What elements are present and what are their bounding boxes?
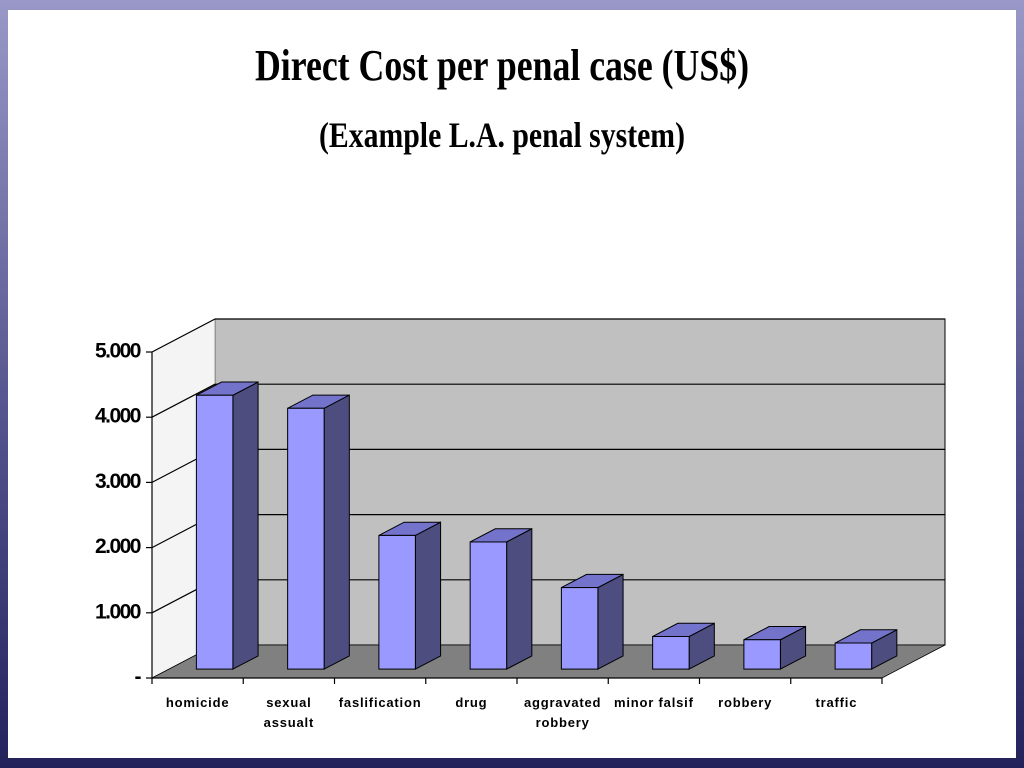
- floor: [151, 644, 946, 679]
- bar-side: [232, 381, 259, 670]
- y-tick-label: -: [135, 666, 142, 689]
- x-tick-label: sexual assualt: [263, 695, 315, 730]
- grid-line: [151, 383, 216, 418]
- bar-side: [506, 527, 533, 670]
- grid-line: [151, 318, 216, 353]
- x-tick-label: homicide: [165, 695, 230, 710]
- x-tick-label: drug: [455, 695, 488, 710]
- bar: [652, 635, 690, 670]
- bar: [195, 394, 234, 670]
- y-tick-label: 3.000: [95, 470, 141, 493]
- y-tick-label: 2.000: [95, 535, 141, 558]
- bar-side: [414, 521, 442, 670]
- bar: [560, 587, 599, 670]
- chart-subtitle: (Example L.A. penal system): [319, 115, 685, 155]
- y-tick-label: 4.000: [95, 405, 141, 428]
- bar: [378, 534, 416, 670]
- y-tick-label: 5.000: [95, 340, 141, 363]
- x-tick-label: aggravated robbery: [523, 695, 602, 730]
- x-tick-label: traffic: [815, 695, 858, 710]
- bar: [469, 541, 508, 670]
- x-tick-label: robbery: [718, 695, 773, 710]
- bar: [743, 639, 781, 670]
- bar: [287, 407, 325, 670]
- x-tick-label: minor falsif: [614, 695, 694, 710]
- bar: [834, 642, 873, 670]
- bar-side: [323, 394, 350, 670]
- chart-title: Direct Cost per penal case (US$): [255, 41, 749, 90]
- x-tick-label: faslification: [338, 695, 422, 710]
- y-tick-label: 1.000: [95, 600, 141, 623]
- bar-side: [597, 573, 624, 670]
